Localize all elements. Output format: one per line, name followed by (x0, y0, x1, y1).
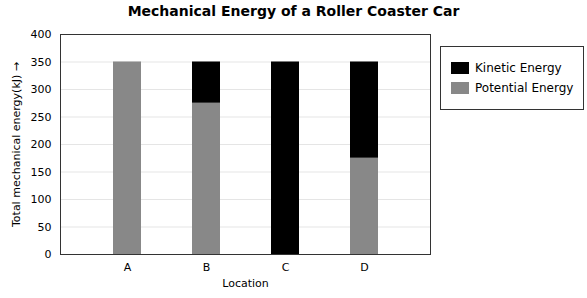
html-text:Mechanical Energy of a Roller: Mechanical Energy of a Roller Coaster Ca… (127, 3, 460, 19)
svg-text:50: 50 (38, 221, 52, 234)
svg-text:A: A (124, 261, 132, 274)
svg-text:150: 150 (31, 166, 52, 179)
svg-text:0: 0 (45, 248, 52, 261)
svg-text:Total mechanical energy(kJ) →: Total mechanical energy(kJ) → (10, 62, 23, 228)
svg-text:300: 300 (31, 83, 52, 96)
svg-text:400: 400 (31, 28, 52, 41)
svg-text:100: 100 (31, 193, 52, 206)
svg-text:B: B (203, 261, 211, 274)
svg-text:350: 350 (31, 56, 52, 69)
svg-text:Location: Location (222, 277, 269, 290)
svg-text:C: C (282, 261, 290, 274)
svg-text:250: 250 (31, 111, 52, 124)
html-text:Potential Energy: Potential Energy (475, 81, 574, 95)
html-text:Kinetic Energy: Kinetic Energy (475, 61, 562, 75)
svg-text:D: D (360, 261, 368, 274)
svg-text:200: 200 (31, 138, 52, 151)
